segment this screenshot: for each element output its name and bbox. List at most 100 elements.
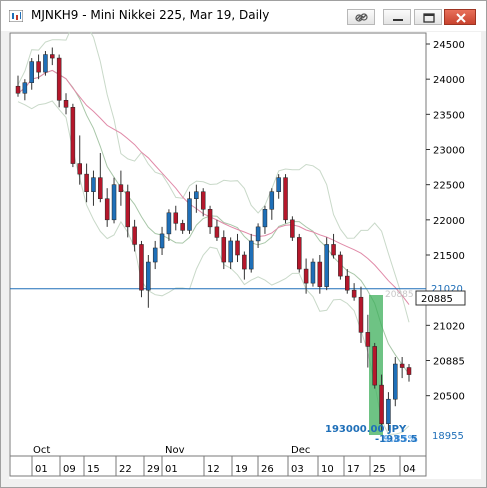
candle-body[interactable]	[77, 163, 82, 175]
current-price-label: 20885	[421, 294, 453, 305]
candle-body[interactable]	[56, 57, 62, 101]
candle-body[interactable]	[221, 237, 227, 263]
month-label: Nov	[165, 445, 185, 456]
price-tick-label: 21500	[433, 251, 465, 262]
time-tick-label: 04	[403, 464, 416, 475]
chart-area[interactable]: 193000.00 JPY -1935.5 9.85% 24500 24000 23…	[9, 19, 481, 479]
price-tick-label: 23500	[433, 110, 465, 121]
restore-icon	[423, 13, 435, 23]
time-tick-label: 15	[87, 464, 100, 475]
current-price-box	[415, 290, 466, 306]
candle-body[interactable]	[43, 54, 48, 73]
candle-body[interactable]	[283, 177, 288, 221]
candle-body[interactable]	[194, 191, 199, 199]
candle-body[interactable]	[50, 54, 55, 59]
plot-border	[9, 32, 427, 477]
time-tick-label: 09	[63, 464, 76, 475]
moving-average-fast-line	[17, 69, 410, 375]
candle-body[interactable]	[98, 177, 103, 199]
candle-body[interactable]	[324, 244, 329, 287]
candle-body[interactable]	[351, 289, 357, 298]
candle-body[interactable]	[91, 177, 96, 192]
title-bar[interactable]: MJNKH9 - Mini Nikkei 225, Mar 19, Daily	[1, 1, 486, 31]
candle-body[interactable]	[36, 61, 41, 73]
time-tick-label: 12	[207, 464, 220, 475]
candle-body[interactable]	[146, 261, 151, 291]
lowest-price-label: 18955	[432, 431, 464, 442]
month-label: Oct	[33, 445, 50, 456]
candle-body[interactable]	[159, 233, 165, 249]
candle-body[interactable]	[104, 198, 110, 221]
price-tick-label: 22500	[433, 181, 465, 192]
time-tick-label: 10	[321, 464, 334, 475]
candle-body[interactable]	[200, 191, 206, 210]
time-tick-label: 01	[35, 464, 48, 475]
candle-body[interactable]	[70, 107, 76, 164]
candle-body[interactable]	[276, 177, 281, 192]
price-tick-label: 22000	[433, 216, 465, 227]
candle-body[interactable]	[399, 363, 405, 368]
app-chart-icon	[9, 10, 23, 22]
candle-body[interactable]	[132, 226, 137, 245]
candle-body[interactable]	[406, 367, 412, 375]
minimize-button[interactable]	[383, 9, 411, 25]
candle-body[interactable]	[269, 191, 275, 210]
candle-body[interactable]	[386, 398, 391, 425]
candle-body[interactable]	[262, 209, 268, 228]
horizontal-line-price-label: 21020	[431, 284, 463, 295]
candle-body[interactable]	[125, 191, 131, 228]
measurement-change-label: -1935.5	[375, 434, 418, 445]
price-tick-label: 20500	[433, 392, 465, 403]
candle-body[interactable]	[331, 244, 336, 256]
candle-body[interactable]	[29, 61, 34, 83]
candle-body[interactable]	[139, 244, 144, 291]
candle-body[interactable]	[365, 332, 371, 347]
price-tick-label: 20885	[433, 357, 465, 368]
candle-body[interactable]	[84, 173, 89, 192]
candle-body[interactable]	[358, 296, 364, 333]
candle-body[interactable]	[152, 247, 158, 263]
candle-body[interactable]	[63, 100, 69, 108]
minimize-icon	[393, 19, 403, 21]
candle-body[interactable]	[242, 254, 247, 270]
candle-body[interactable]	[180, 223, 185, 231]
candle-body[interactable]	[290, 219, 295, 238]
restore-button[interactable]	[414, 9, 442, 25]
candle-body[interactable]	[372, 346, 377, 386]
price-chart[interactable]: 193000.00 JPY -1935.5 9.85% 24500 24000 23…	[9, 19, 481, 479]
candle-body[interactable]	[338, 254, 343, 277]
candle-body[interactable]	[296, 237, 302, 270]
candle-body[interactable]	[111, 184, 117, 221]
time-tick-label: 22	[119, 464, 132, 475]
time-tick-label: 03	[291, 464, 304, 475]
candle-body[interactable]	[187, 198, 192, 231]
candle-body[interactable]	[303, 268, 309, 284]
candle-body[interactable]	[345, 275, 350, 291]
candle-body[interactable]	[166, 212, 172, 235]
candle-body[interactable]	[15, 85, 21, 94]
link-button[interactable]	[347, 9, 375, 25]
candle-body[interactable]	[235, 240, 240, 256]
candle-body[interactable]	[22, 82, 28, 94]
lowest-price-box	[427, 428, 473, 442]
link-icon	[355, 13, 368, 22]
candle-body[interactable]	[207, 209, 213, 228]
price-tick-label: 24000	[433, 75, 465, 86]
candle-body[interactable]	[317, 261, 323, 287]
candle-body[interactable]	[379, 384, 384, 425]
candle-body[interactable]	[214, 226, 220, 238]
measurement-amount-label: 193000.00 JPY	[325, 424, 407, 435]
candle-body[interactable]	[393, 363, 398, 400]
candle-body[interactable]	[248, 240, 254, 270]
candle-body[interactable]	[255, 226, 261, 242]
time-tick-label: 29	[147, 464, 160, 475]
candle-body[interactable]	[228, 240, 233, 263]
candle-body[interactable]	[118, 184, 124, 192]
close-button[interactable]	[444, 9, 476, 25]
candle-body[interactable]	[310, 261, 316, 284]
candle-body[interactable]	[173, 212, 179, 224]
time-tick-label: 19	[235, 464, 248, 475]
price-tick-label: 24500	[433, 40, 465, 51]
close-icon	[456, 13, 466, 23]
